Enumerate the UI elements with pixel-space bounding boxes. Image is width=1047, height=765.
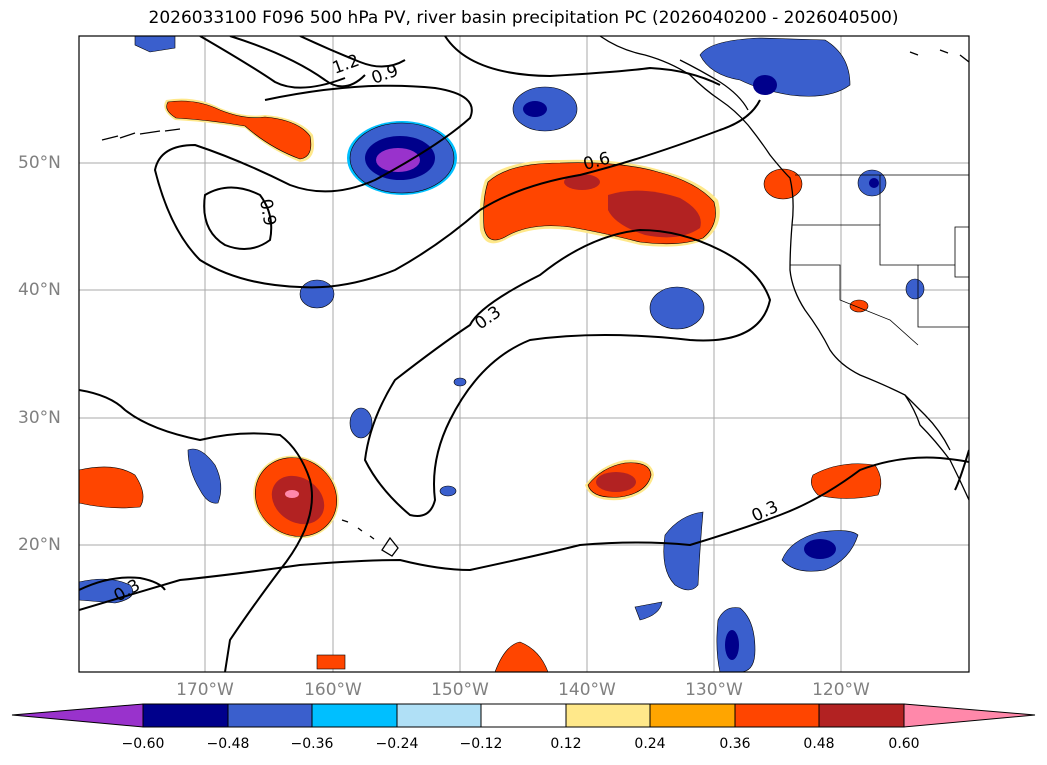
colorbar-segment [396,703,482,728]
negative-anomaly-patch [649,286,705,330]
negative-anomaly-patch [349,407,373,439]
colorbar-overflow-extension [903,703,1036,728]
colorbar-tick-label: 0.60 [888,736,920,752]
lat-label: 20°N [18,535,61,555]
lon-label: 170°W [176,680,234,700]
negative-anomaly-patch [134,36,176,53]
colorbar-tick-label: −0.36 [290,736,334,752]
coastlines [101,36,969,557]
colorbar-segment [227,703,313,728]
pv-contours [79,36,969,672]
lat-label: 50°N [18,153,61,173]
lon-label: 160°W [304,680,362,700]
negative-anomaly-patch [187,448,222,504]
colorbar [11,703,1036,728]
colorbar-underflow-extension [11,703,144,728]
contour-label: 1.2 [330,51,362,79]
colorbar-tick-label: 0.36 [719,736,751,752]
contour-label: 0.3 [471,302,505,334]
negative-anomaly-patch [905,278,925,300]
positive-anomaly-patch [494,641,549,672]
map-title: 2026033100 F096 500 hPa PV, river basin … [148,8,899,28]
contour-label: 0.9 [255,197,279,227]
contour-label: 0.3 [749,497,782,527]
colorbar-segment [311,703,398,728]
lat-label: 30°N [18,408,61,428]
map-frame [78,35,970,673]
colorbar-tick-label: −0.24 [375,736,419,752]
positive-anomaly-patch [763,168,803,200]
colorbar-segment [142,703,229,728]
state-borders [790,174,969,346]
colorbar-tick-label: 0.12 [550,736,582,752]
colorbar-segment [734,703,820,728]
negative-anomaly-patch [299,279,335,309]
lon-label: 130°W [685,680,743,700]
positive-anomaly-patch [79,466,144,509]
colorbar-tick-label: 0.24 [634,736,666,752]
negative-anomaly-patch [663,511,704,591]
lat-label: 40°N [18,280,61,300]
colorbar-tick-label: −0.12 [459,736,503,752]
colorbar-tick-label: −0.48 [206,736,250,752]
colorbar-segment [649,703,736,728]
negative-anomaly-patch [699,37,851,97]
lon-label: 120°W [812,680,870,700]
colorbar-segment [480,703,567,728]
lon-label: 140°W [558,680,616,700]
lon-label: 150°W [431,680,489,700]
colorbar-segment [565,703,651,728]
colorbar-tick-label: 0.48 [803,736,835,752]
colorbar-tick-label: −0.60 [121,736,165,752]
colorbar-segment [818,703,905,728]
